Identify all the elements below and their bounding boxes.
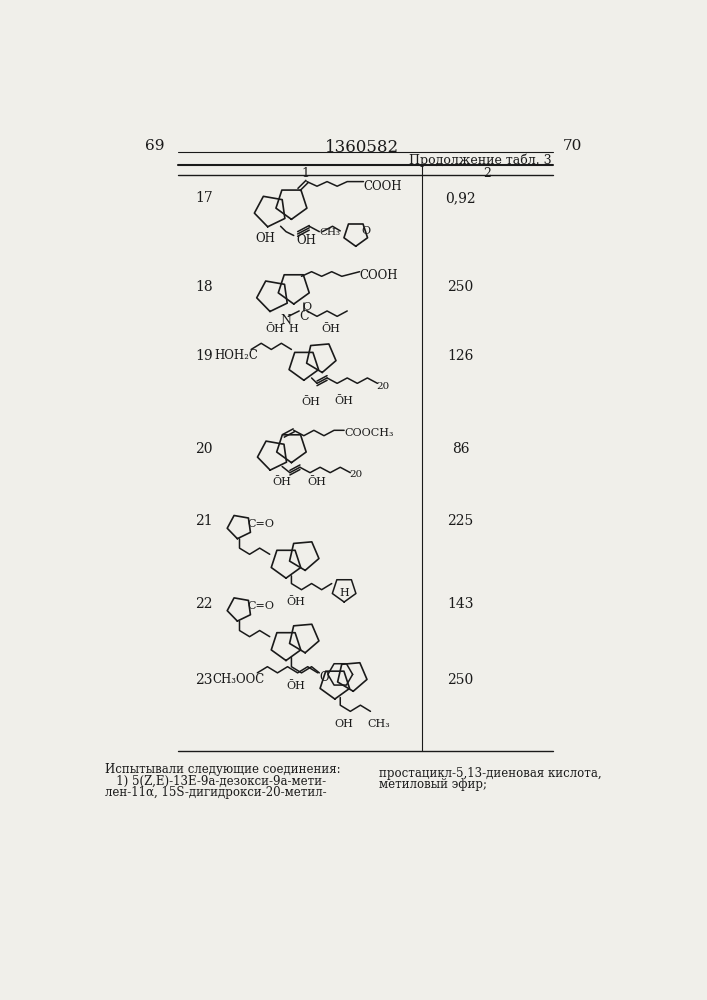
Text: OH: OH [335, 719, 354, 729]
Text: 20: 20 [349, 470, 363, 479]
Text: 20: 20 [377, 382, 390, 391]
Text: C=O: C=O [247, 601, 274, 611]
Text: Продолжение табл. 3: Продолжение табл. 3 [409, 154, 552, 167]
Text: 17: 17 [195, 191, 213, 205]
Text: 2: 2 [484, 167, 491, 180]
Text: ŌH: ŌH [301, 397, 320, 407]
Text: 19: 19 [195, 349, 213, 363]
Text: CH₃OOC: CH₃OOC [212, 673, 264, 686]
Text: 250: 250 [448, 280, 474, 294]
Text: ŌH: ŌH [335, 396, 354, 406]
Text: ŌH: ŌH [321, 324, 340, 334]
Text: O: O [361, 226, 370, 236]
Text: COOH: COOH [363, 180, 402, 193]
Text: 20: 20 [195, 442, 213, 456]
Text: C=O: C=O [247, 519, 274, 529]
Text: 126: 126 [448, 349, 474, 363]
Text: N: N [281, 314, 291, 327]
Text: ŌH: ŌH [286, 681, 305, 691]
Text: 86: 86 [452, 442, 469, 456]
Text: 143: 143 [447, 597, 474, 611]
Text: ŌH: ŌH [273, 477, 292, 487]
Text: метиловый эфир;: метиловый эфир; [379, 778, 487, 791]
Text: OH: OH [255, 232, 275, 245]
Text: CH₃: CH₃ [368, 719, 390, 729]
Text: H: H [339, 588, 349, 598]
Text: 70: 70 [563, 139, 583, 153]
Text: OH: OH [296, 234, 316, 247]
Text: 1) 5(Z,E)-13E-9а-дезокси-9а-мети-: 1) 5(Z,E)-13E-9а-дезокси-9а-мети- [105, 774, 327, 788]
Text: HOH₂C: HOH₂C [214, 349, 258, 362]
Text: H: H [288, 324, 298, 334]
Text: Испытывали следующие соединения:: Испытывали следующие соединения: [105, 763, 341, 776]
Text: лен-11α, 15S-дигидрокси-20-метил-: лен-11α, 15S-дигидрокси-20-метил- [105, 786, 327, 799]
Text: O: O [303, 302, 311, 312]
Text: 18: 18 [195, 280, 213, 294]
Text: простацикл-5,13-диеновая кислота,: простацикл-5,13-диеновая кислота, [379, 767, 602, 780]
Text: ŌH: ŌH [308, 477, 327, 487]
Text: 1: 1 [301, 167, 310, 180]
Text: 22: 22 [195, 597, 213, 611]
Text: CH₃: CH₃ [320, 228, 340, 237]
Text: ŌH: ŌH [265, 324, 284, 334]
Text: C: C [299, 310, 309, 323]
Text: COOCH₃: COOCH₃ [344, 428, 394, 438]
Text: ŌH: ŌH [286, 597, 305, 607]
Text: COOH: COOH [360, 269, 398, 282]
Text: 69: 69 [144, 139, 164, 153]
Text: O: O [320, 671, 329, 684]
Text: 0,92: 0,92 [445, 191, 476, 205]
Text: 1360582: 1360582 [325, 139, 399, 156]
Text: 23: 23 [195, 673, 213, 687]
Text: 21: 21 [195, 514, 213, 528]
Text: 225: 225 [448, 514, 474, 528]
Text: 250: 250 [448, 673, 474, 687]
